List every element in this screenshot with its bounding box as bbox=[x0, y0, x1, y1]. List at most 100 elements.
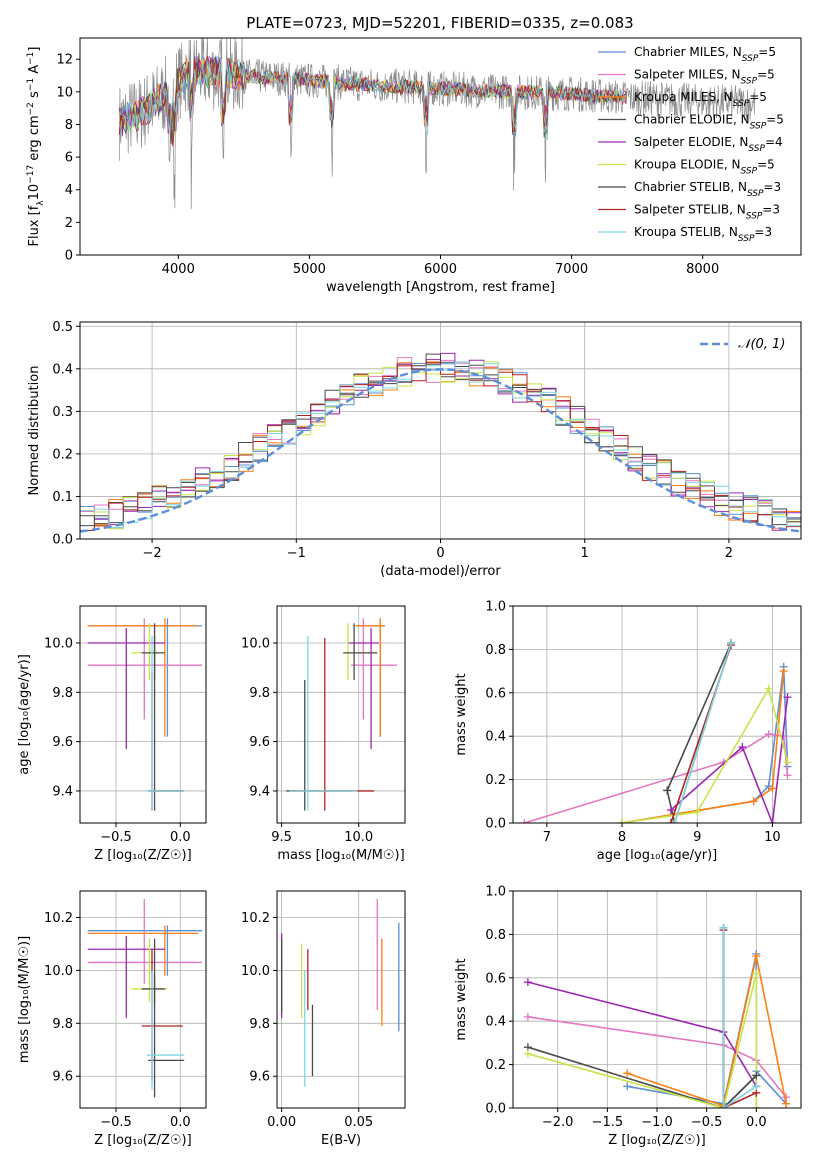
y-label-part: −1 bbox=[26, 78, 36, 91]
y-tick-label: 9.4 bbox=[52, 784, 73, 799]
y-tick-label: 0.2 bbox=[485, 1058, 506, 1073]
legend-label: Salpeter ELODIE, NSSP=4 bbox=[634, 135, 783, 154]
legend-label: Kroupa STELIB, NSSP=3 bbox=[634, 225, 772, 244]
model-spectrum-line bbox=[118, 58, 627, 141]
legend-label-sub: SSP bbox=[742, 54, 759, 64]
x-axis-label: wavelength [Angstrom, rest frame] bbox=[326, 280, 555, 295]
weight-series-line bbox=[666, 642, 732, 823]
legend-label-sub: SSP bbox=[733, 99, 750, 109]
legend-label: Salpeter STELIB, NSSP=3 bbox=[634, 203, 780, 222]
spectrum-traces bbox=[118, 38, 756, 210]
legend-label-text: =5 bbox=[766, 113, 784, 127]
y-tick-label: 9.6 bbox=[52, 1070, 73, 1085]
x-tick-label: 0 bbox=[436, 546, 444, 561]
y-tick-label: 0.8 bbox=[485, 928, 506, 943]
x-tick-label: 8000 bbox=[686, 262, 719, 277]
weight-series-line bbox=[673, 642, 732, 823]
age-vs-metallicity-panel: −0.5 0.0 9.4 9.6 9.8 10.0 Z [log₁₀(Z/Z☉)] age [… bbox=[17, 605, 207, 863]
y-tick-label: 9.8 bbox=[52, 686, 73, 701]
x-tick-label: 7 bbox=[543, 830, 551, 845]
legend-label-text: =5 bbox=[757, 158, 775, 172]
y-tick-label: 9.8 bbox=[249, 686, 270, 701]
y-tick-label: 0.4 bbox=[52, 362, 73, 377]
weight-series-line bbox=[626, 955, 787, 1107]
axes-frame bbox=[512, 890, 802, 1109]
error-bars bbox=[286, 618, 398, 811]
x-tick-label: −0.5 bbox=[100, 1115, 132, 1130]
legend-label-text: =5 bbox=[757, 68, 775, 82]
legend-label-text: =3 bbox=[754, 225, 772, 239]
y-label-part: erg cm bbox=[27, 115, 42, 164]
x-axis-label: age [log₁₀(age/yr)] bbox=[597, 848, 718, 863]
legend-label-text: Chabrier ELODIE, N bbox=[634, 113, 750, 127]
y-axis-label: mass weight bbox=[454, 673, 469, 755]
model-spectrum-line bbox=[118, 55, 627, 147]
y-tick-label: 10.0 bbox=[44, 636, 73, 651]
y-axis-label: Flux [fλ10−17 erg cm−2 s−1 A−1] bbox=[26, 47, 46, 247]
y-tick-label: 0.2 bbox=[485, 773, 506, 788]
x-axis-label: Z [log₁₀(Z/Z☉)] bbox=[94, 848, 191, 863]
legend-label-text: Salpeter STELIB, N bbox=[634, 203, 746, 217]
mass-vs-metallicity-panel: −0.5 0.0 9.6 9.8 10.0 10.2 Z [log₁₀(Z/Z☉)] mass… bbox=[17, 890, 207, 1148]
legend-label-text: Kroupa MILES, N bbox=[634, 90, 733, 104]
legend-label-sub: SSP bbox=[738, 234, 755, 244]
y-tick-label: 10.0 bbox=[241, 964, 270, 979]
y-tick-label: 0.5 bbox=[52, 320, 73, 335]
weight-series-line bbox=[621, 686, 789, 823]
y-axis-label: mass [log₁₀(M/M☉)] bbox=[17, 936, 32, 1063]
y-tick-label: 1.0 bbox=[485, 600, 506, 615]
histogram-step bbox=[80, 353, 801, 539]
weight-series-line bbox=[527, 1016, 787, 1098]
y-tick-label: 1.0 bbox=[485, 885, 506, 900]
y-tick-label: 0.6 bbox=[485, 971, 506, 986]
weight-series-line bbox=[670, 697, 789, 823]
x-tick-label: 8 bbox=[618, 830, 626, 845]
axes-frame bbox=[79, 605, 207, 824]
y-tick-label: 10.2 bbox=[241, 911, 270, 926]
x-tick-label: −1 bbox=[287, 546, 306, 561]
legend-label-text: Kroupa ELODIE, N bbox=[634, 158, 741, 172]
x-tick-label: 9 bbox=[693, 830, 701, 845]
x-tick-label: −2 bbox=[143, 546, 162, 561]
y-tick-label: 10.2 bbox=[44, 911, 73, 926]
axes-frame bbox=[79, 890, 207, 1109]
y-tick-label: 0.3 bbox=[52, 405, 73, 420]
weight-vs-metallicity-panel: −2.0 −1.5 −1.0 −0.5 0.0 0.0 0.2 0.4 0.6 0.8 1.0 Z [… bbox=[454, 885, 802, 1148]
x-tick-label: 0.0 bbox=[170, 830, 191, 845]
y-tick-label: 2 bbox=[65, 216, 73, 231]
legend-label-text: =3 bbox=[762, 203, 780, 217]
axes-frame bbox=[512, 605, 802, 824]
y-tick-label: 9.6 bbox=[52, 735, 73, 750]
y-tick-label: 0.8 bbox=[485, 643, 506, 658]
y-tick-label: 10.0 bbox=[241, 636, 270, 651]
y-tick-label: 0.1 bbox=[52, 490, 73, 505]
weight-lines bbox=[523, 923, 791, 1108]
y-tick-label: 0.2 bbox=[52, 447, 73, 462]
histogram-step bbox=[80, 361, 801, 539]
x-tick-label: 0.00 bbox=[267, 1115, 296, 1130]
legend-label-text: =3 bbox=[764, 180, 782, 194]
x-axis-label: Z [log₁₀(Z/Z☉)] bbox=[94, 1133, 191, 1148]
x-tick-label: −1.0 bbox=[641, 1115, 673, 1130]
x-tick-label: 0.0 bbox=[170, 1115, 191, 1130]
x-tick-label: −0.5 bbox=[691, 1115, 723, 1130]
legend-label-sub: SSP bbox=[748, 144, 765, 154]
x-tick-label: 6000 bbox=[424, 262, 457, 277]
y-tick-label: 10.0 bbox=[44, 964, 73, 979]
y-tick-label: 0.0 bbox=[52, 533, 73, 548]
x-tick-label: 2 bbox=[725, 546, 733, 561]
x-tick-label: −2.0 bbox=[542, 1115, 574, 1130]
y-label-part: s bbox=[27, 91, 42, 102]
x-tick-label: −1.5 bbox=[592, 1115, 624, 1130]
y-tick-label: 9.6 bbox=[249, 735, 270, 750]
y-tick-label: 9.8 bbox=[52, 1017, 73, 1032]
y-tick-label: 0.4 bbox=[485, 1015, 506, 1030]
axes-frame bbox=[276, 605, 406, 824]
weight-series-line bbox=[666, 642, 732, 791]
legend-label-text: =4 bbox=[765, 135, 783, 149]
y-tick-label: 12 bbox=[56, 53, 73, 68]
y-tick-label: 10 bbox=[56, 85, 73, 100]
y-label-part: Flux [f bbox=[27, 205, 42, 246]
